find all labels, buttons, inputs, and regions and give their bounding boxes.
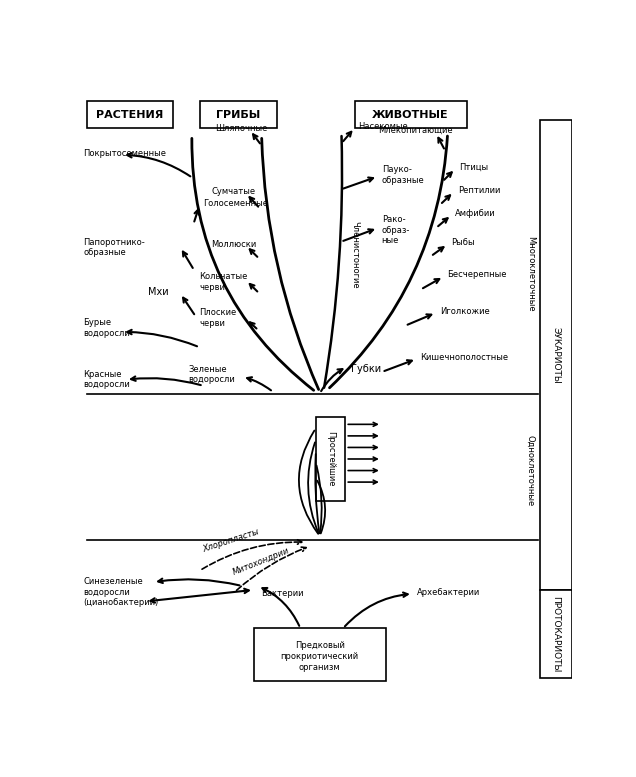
Text: Папоротнико-
образные: Папоротнико- образные [83, 238, 145, 257]
Text: Шляпочные: Шляпочные [215, 124, 268, 133]
Text: Митохондрии: Митохондрии [232, 545, 291, 577]
Text: Иголкожие: Иголкожие [440, 307, 490, 315]
Text: Птицы: Птицы [459, 162, 488, 172]
Text: Голосеменные: Голосеменные [204, 199, 268, 208]
Text: Паукo-
образные: Паукo- образные [382, 166, 424, 185]
Text: Одноклеточные: Одноклеточные [526, 435, 535, 506]
Bar [254, 629, 385, 681]
Bar [316, 416, 345, 501]
Text: Членистоногие: Членистоногие [350, 221, 359, 289]
Text: Бактерии: Бактерии [261, 589, 304, 598]
Text: ЭУКАРИОТЫ: ЭУКАРИОТЫ [551, 326, 560, 383]
Text: Предковый
прокриотический
организм: Предковый прокриотический организм [280, 641, 359, 672]
Text: Красные
водоросли: Красные водоросли [83, 370, 130, 389]
Text: Плоские
черви: Плоские черви [200, 308, 237, 328]
Bar [87, 101, 172, 128]
Text: Хлоропласты: Хлоропласты [201, 527, 260, 554]
Text: Сумчатые: Сумчатые [211, 187, 256, 197]
Bar [540, 120, 572, 590]
Text: Бесчерепные: Бесчерепные [448, 270, 507, 280]
Text: Губки: Губки [350, 364, 381, 374]
Text: Синезеленые
водоросли
(цианобактерии): Синезеленые водоросли (цианобактерии) [83, 577, 158, 607]
Text: ПРОТОКАРИОТЫ: ПРОТОКАРИОТЫ [551, 596, 560, 672]
Text: Рептилии: Рептилии [458, 186, 500, 195]
Text: Рыбы: Рыбы [452, 238, 475, 247]
Text: Млекопитающие: Млекопитающие [378, 126, 452, 134]
Text: Многоклеточные: Многоклеточные [526, 236, 535, 312]
Text: Кишечнополостные: Кишечнополостные [420, 353, 509, 362]
Text: Мхи: Мхи [148, 287, 169, 297]
Text: Зеленые
водоросли: Зеленые водоросли [188, 364, 235, 384]
Text: Кольчатые
черви: Кольчатые черви [200, 272, 248, 291]
Text: РАСТЕНИЯ: РАСТЕНИЯ [96, 110, 163, 120]
Text: Покрытосеменные: Покрытосеменные [83, 149, 167, 158]
Bar [200, 101, 277, 128]
Bar [540, 590, 572, 678]
Text: ЖИВОТНЫЕ: ЖИВОТНЫЕ [372, 110, 449, 120]
Text: Моллюски: Моллюски [211, 239, 256, 249]
Text: Простейшие: Простейшие [326, 431, 335, 486]
Text: Амфибии: Амфибии [455, 209, 496, 218]
Text: Ракo-
образ-
ные: Ракo- образ- ные [382, 215, 410, 246]
Text: ГРИБЫ: ГРИБЫ [216, 110, 261, 120]
Text: Насекомые: Насекомые [359, 122, 408, 131]
Text: Бурые
водоросли: Бурые водоросли [83, 319, 130, 338]
Text: Архебактерии: Архебактерии [417, 587, 480, 597]
Bar [355, 101, 467, 128]
